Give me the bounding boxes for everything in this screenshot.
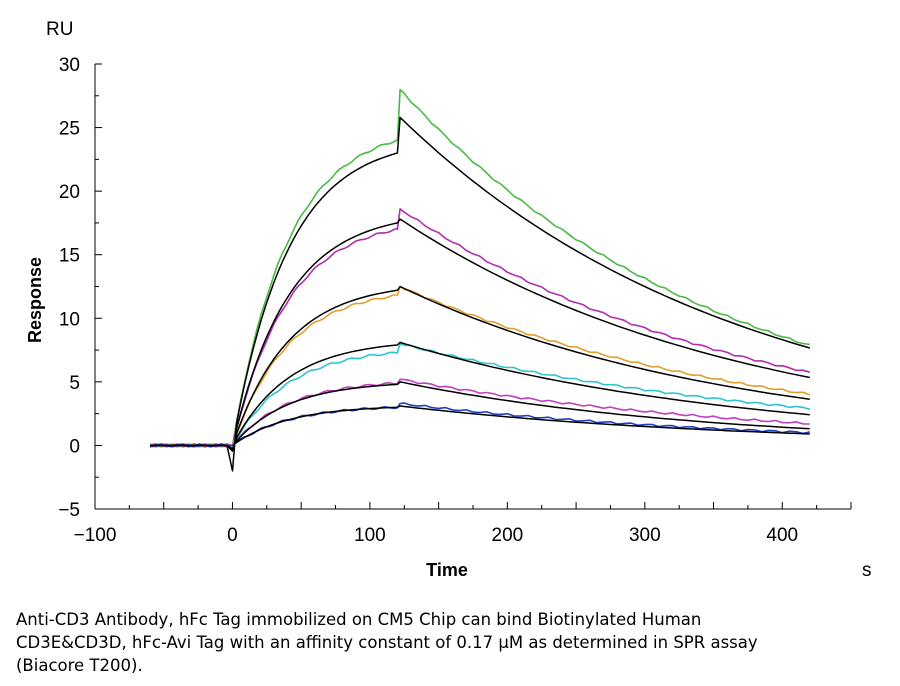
y-tick-label: 5	[69, 373, 80, 394]
x-tick-label: 200	[492, 525, 524, 546]
x-unit-label: s	[862, 560, 872, 581]
y-tick-label: 20	[59, 182, 80, 203]
sensorgram-chart: −100 0 100 200 300 400 −5 0 5 10 15 20 25 30 RU Resp…	[25, 19, 872, 581]
y-tick-label: 15	[59, 246, 80, 267]
x-axis-title: Time	[426, 560, 468, 580]
y-tick-label: 30	[59, 55, 80, 76]
fit-curve-line	[150, 116, 811, 472]
series-layer	[149, 88, 811, 448]
y-tick-label: 25	[59, 119, 80, 140]
fit-curve-line	[150, 405, 810, 450]
figure-caption: Anti-CD3 Antibody, hFc Tag immobilized o…	[16, 610, 758, 675]
x-tick-label: 0	[227, 525, 238, 546]
fit-layer	[150, 116, 811, 472]
data-series-line	[150, 208, 811, 448]
axes	[94, 64, 851, 510]
y-axis-title: Response	[25, 257, 45, 343]
y-unit-label: RU	[46, 19, 73, 40]
x-axis-ticks: −100 0 100 200 300 400	[74, 502, 852, 546]
fit-curve-line	[150, 285, 810, 452]
y-tick-label: 0	[69, 436, 80, 457]
data-series-line	[149, 342, 811, 448]
x-tick-label: 100	[354, 525, 386, 546]
x-tick-label: 300	[629, 525, 661, 546]
y-tick-label: 10	[59, 309, 80, 330]
y-tick-label: −5	[58, 500, 80, 521]
fit-curve-line	[150, 218, 810, 452]
data-series-line	[149, 88, 810, 448]
x-tick-label: −100	[74, 525, 117, 546]
y-axis-ticks: −5 0 5 10 15 20 25 30	[58, 55, 102, 521]
fit-curve-line	[150, 341, 810, 451]
data-series-line	[149, 402, 810, 448]
fit-curve-line	[150, 381, 810, 450]
x-tick-label: 400	[766, 525, 798, 546]
